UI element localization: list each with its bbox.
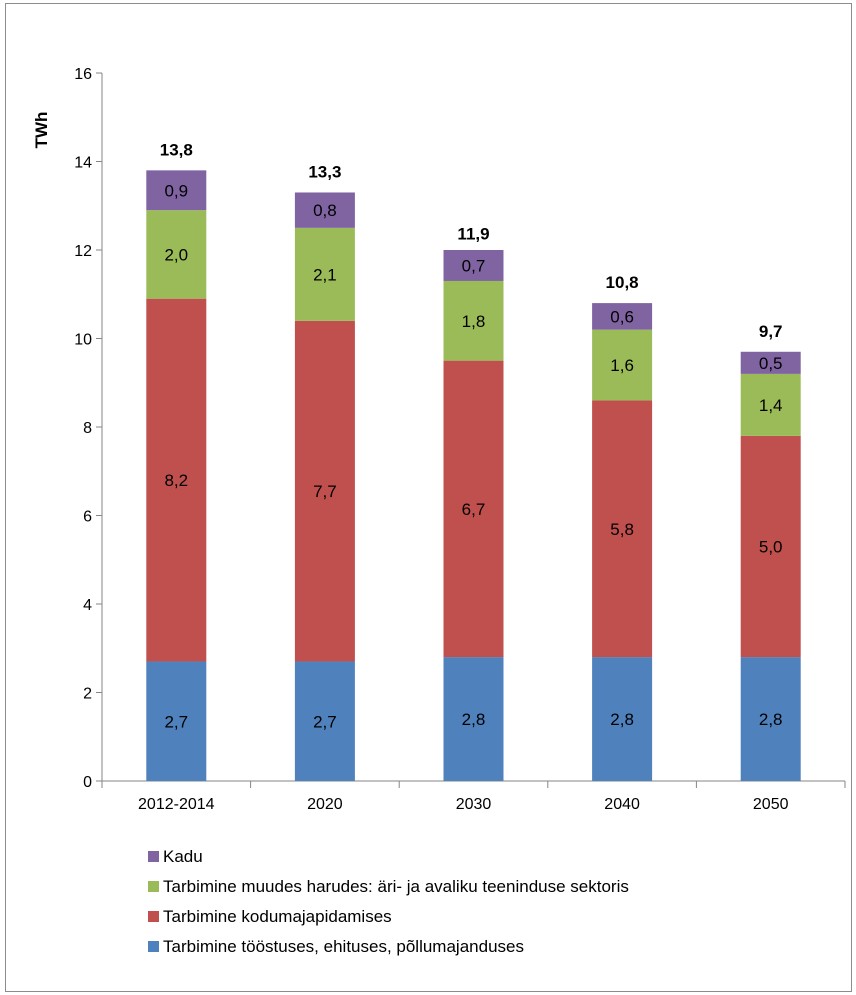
y-tick-label: 10: [74, 332, 92, 349]
bar-segment: [294, 227, 355, 321]
total-value-label: 10,8: [606, 273, 639, 292]
data-labels: 2,7 8,2 2,0 0,9 13,8 2,7 7,7 2,1 0,8 13,3 2,8 6,7 1,…: [160, 140, 783, 731]
bar-segment: [146, 661, 207, 781]
legend-swatch: [148, 911, 159, 922]
legend-label: Kadu: [163, 847, 203, 866]
y-tick-label: 12: [74, 243, 92, 260]
y-tick-label: 0: [83, 774, 92, 791]
segment-value-label: 0,7: [462, 256, 486, 275]
bar-segment: [740, 351, 801, 374]
bar-segment: [740, 657, 801, 781]
segment-value-label: 2,7: [313, 712, 337, 731]
segment-value-label: 2,1: [313, 265, 337, 284]
x-tick-label: 2030: [456, 796, 492, 813]
segment-value-label: 0,5: [759, 354, 783, 373]
bar-segment: [592, 303, 653, 330]
legend-swatch: [148, 941, 159, 952]
x-tick-label: 2040: [604, 796, 640, 813]
y-axis-label: TWh: [32, 112, 51, 149]
x-tick-label: 2012-2014: [138, 796, 215, 813]
total-value-label: 11,9: [457, 224, 489, 243]
segment-value-label: 8,2: [164, 471, 188, 490]
segment-value-label: 2,8: [610, 710, 634, 729]
x-tick-label: 2020: [307, 796, 343, 813]
bars: [146, 170, 801, 781]
bar-segment: [443, 250, 504, 281]
bar-segment: [443, 280, 504, 361]
y-tick-label: 2: [83, 686, 92, 703]
legend-label: Tarbimine kodumajapidamises: [163, 907, 392, 926]
bar-segment: [443, 360, 504, 658]
bar-segment: [294, 192, 355, 228]
bar-segment: [294, 661, 355, 781]
bar-segment: [294, 320, 355, 662]
segment-value-label: 1,6: [610, 356, 634, 375]
segment-value-label: 1,4: [759, 396, 783, 415]
segment-value-label: 2,8: [462, 710, 486, 729]
segment-value-label: 7,7: [313, 482, 337, 501]
bar-segment: [592, 400, 653, 658]
bar-segment: [146, 298, 207, 662]
segment-value-label: 5,0: [759, 537, 783, 556]
segment-value-label: 0,8: [313, 201, 337, 220]
y-tick-label: 8: [83, 420, 92, 437]
chart-frame: [5, 3, 852, 992]
y-tick-label: 6: [83, 509, 92, 526]
legend: Kadu Tarbimine muudes harudes: äri- ja av…: [148, 847, 629, 956]
total-value-label: 9,7: [759, 322, 783, 341]
segment-value-label: 2,0: [164, 245, 188, 264]
segment-value-label: 5,8: [610, 520, 634, 539]
bar-segment: [740, 435, 801, 658]
y-tick-label: 14: [74, 155, 92, 172]
x-tick-label: 2050: [753, 796, 789, 813]
legend-label: Tarbimine tööstuses, ehituses, põllumaja…: [163, 937, 524, 956]
bar-segment: [740, 373, 801, 436]
segment-value-label: 2,8: [759, 710, 783, 729]
legend-label: Tarbimine muudes harudes: äri- ja avalik…: [163, 877, 629, 896]
legend-swatch: [148, 881, 159, 892]
y-tick-label: 4: [83, 597, 92, 614]
axes: 0 2 4 6 8 10 12 14 16 2012-2014 2020 2030 2040 2050: [74, 66, 846, 813]
legend-swatch: [148, 851, 159, 862]
segment-value-label: 2,7: [164, 712, 188, 731]
segment-value-label: 6,7: [462, 500, 486, 519]
bar-segment: [443, 657, 504, 781]
bar-segment: [146, 210, 207, 299]
y-tick-label: 16: [74, 66, 92, 83]
segment-value-label: 0,9: [164, 181, 188, 200]
total-value-label: 13,3: [308, 162, 341, 181]
bar-segment: [592, 329, 653, 401]
bar-segment: [592, 657, 653, 781]
segment-value-label: 1,8: [462, 312, 486, 331]
total-value-label: 13,8: [160, 140, 193, 159]
bar-segment: [146, 170, 207, 211]
segment-value-label: 0,6: [610, 307, 634, 326]
